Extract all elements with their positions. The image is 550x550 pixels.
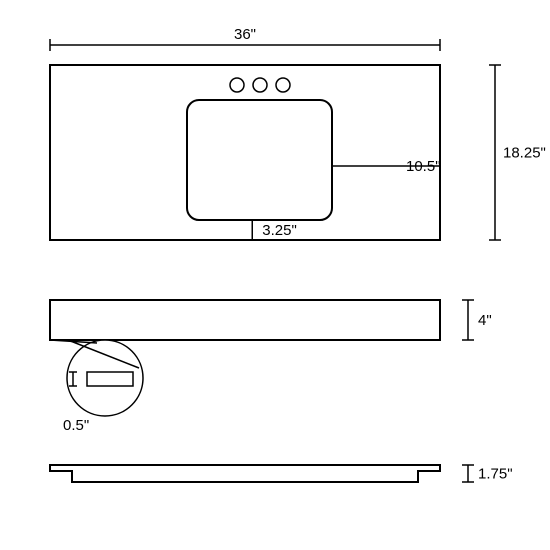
sink-cutout (187, 100, 332, 220)
countertop-top-view (50, 65, 440, 240)
dim-gap-bottom-label: 3.25" (262, 222, 297, 239)
countertop-bottom-profile (50, 465, 440, 482)
dim-width-label: 36" (234, 26, 256, 43)
dim-side-thickness-label: 4" (478, 312, 492, 329)
edge-detail-circle (67, 340, 143, 416)
dim-gap-right-label: 10.5" (406, 158, 441, 175)
faucet-hole-3 (276, 78, 290, 92)
faucet-hole-1 (230, 78, 244, 92)
countertop-side-view (50, 300, 440, 340)
dim-edge-detail-label: 0.5" (63, 417, 89, 434)
dim-bottom-thickness-label: 1.75" (478, 466, 513, 483)
faucet-hole-2 (253, 78, 267, 92)
dim-height-label: 18.25" (503, 145, 546, 162)
diagram-canvas: 36" 18.25" 10.5" 3.25" 4" 0.5" 1.75" (0, 0, 550, 550)
